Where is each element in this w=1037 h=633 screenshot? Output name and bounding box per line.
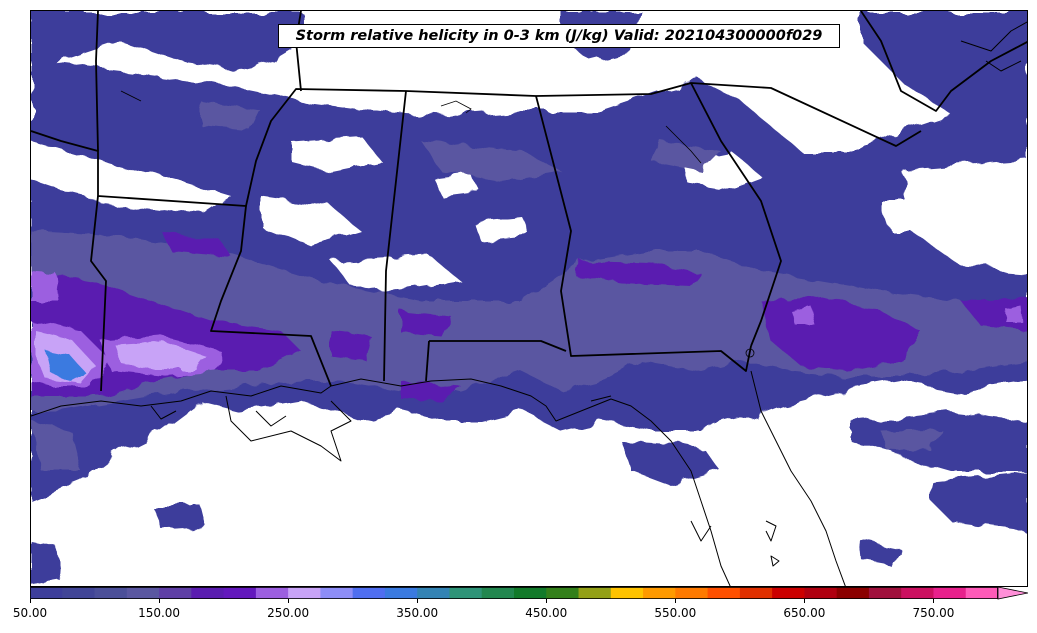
colorbar-tick: [30, 599, 31, 603]
colorbar-segment: [320, 587, 354, 599]
colorbar-tick: [546, 599, 548, 603]
colorbar-segment: [707, 587, 741, 599]
colorbar-segment: [675, 587, 709, 599]
map-title: Storm relative helicity in 0-3 km (J/kg)…: [278, 24, 840, 48]
colorbar-segment: [836, 587, 870, 599]
helicity-map: [31, 11, 1027, 586]
coastline: [31, 21, 1027, 586]
colorbar-segment: [739, 587, 773, 599]
colorbar-tick-label: 350.00: [396, 606, 439, 620]
colorbar-tick: [933, 599, 935, 603]
colorbar-tick: [675, 599, 677, 603]
colorbar-segment: [901, 587, 934, 599]
colorbar-outline: [30, 587, 998, 599]
colorbar-segment: [191, 587, 225, 599]
colorbar-segment: [62, 587, 96, 599]
colorbar-tick-label: 750.00: [912, 606, 955, 620]
colorbar-segment: [30, 587, 63, 599]
colorbar-segment: [804, 587, 838, 599]
colorbar-segment: [288, 587, 321, 599]
colorbar-tick-label: 250.00: [267, 606, 310, 620]
colorbar-extend-arrow: [997, 587, 1028, 600]
colorbar-segment: [255, 587, 289, 599]
colorbar-segment: [384, 587, 418, 599]
helicity-band-100: [31, 101, 1027, 471]
colorbar-tick-label: 450.00: [525, 606, 568, 620]
colorbar-segment: [417, 587, 450, 599]
colorbar: [30, 587, 1028, 600]
colorbar-tick: [288, 599, 290, 603]
colorbar-segment: [481, 587, 515, 599]
colorbar-tick-label: 550.00: [654, 606, 697, 620]
colorbar-segment: [933, 587, 967, 599]
colorbar-tick: [417, 599, 419, 603]
colorbar-segment: [94, 587, 128, 599]
helicity-band-300: [46, 351, 86, 381]
colorbar-segment: [868, 587, 902, 599]
colorbar-segment: [159, 587, 192, 599]
colorbar-segment: [546, 587, 580, 599]
colorbar-segment: [610, 587, 644, 599]
colorbar-tick-label: 50.00: [12, 606, 48, 620]
colorbar-segment: [643, 587, 676, 599]
colorbar-segment: [965, 587, 999, 599]
colorbar-tick: [804, 599, 806, 603]
colorbar-tick: [159, 599, 161, 603]
state-boundaries: [31, 11, 1027, 392]
colorbar-segment: [223, 587, 257, 599]
rivers-lakes: [120, 90, 755, 358]
colorbar-tick-label: 150.00: [138, 606, 181, 620]
map-panel: Storm relative helicity in 0-3 km (J/kg)…: [30, 10, 1028, 587]
colorbar-segment: [578, 587, 612, 599]
colorbar-segment: [352, 587, 386, 599]
colorbar-segment: [126, 587, 160, 599]
colorbar-segment: [514, 587, 547, 599]
colorbar-segment: [449, 587, 483, 599]
helicity-band-50: [31, 11, 1027, 586]
colorbar-segment: [772, 587, 805, 599]
colorbar-tick-label: 650.00: [783, 606, 826, 620]
